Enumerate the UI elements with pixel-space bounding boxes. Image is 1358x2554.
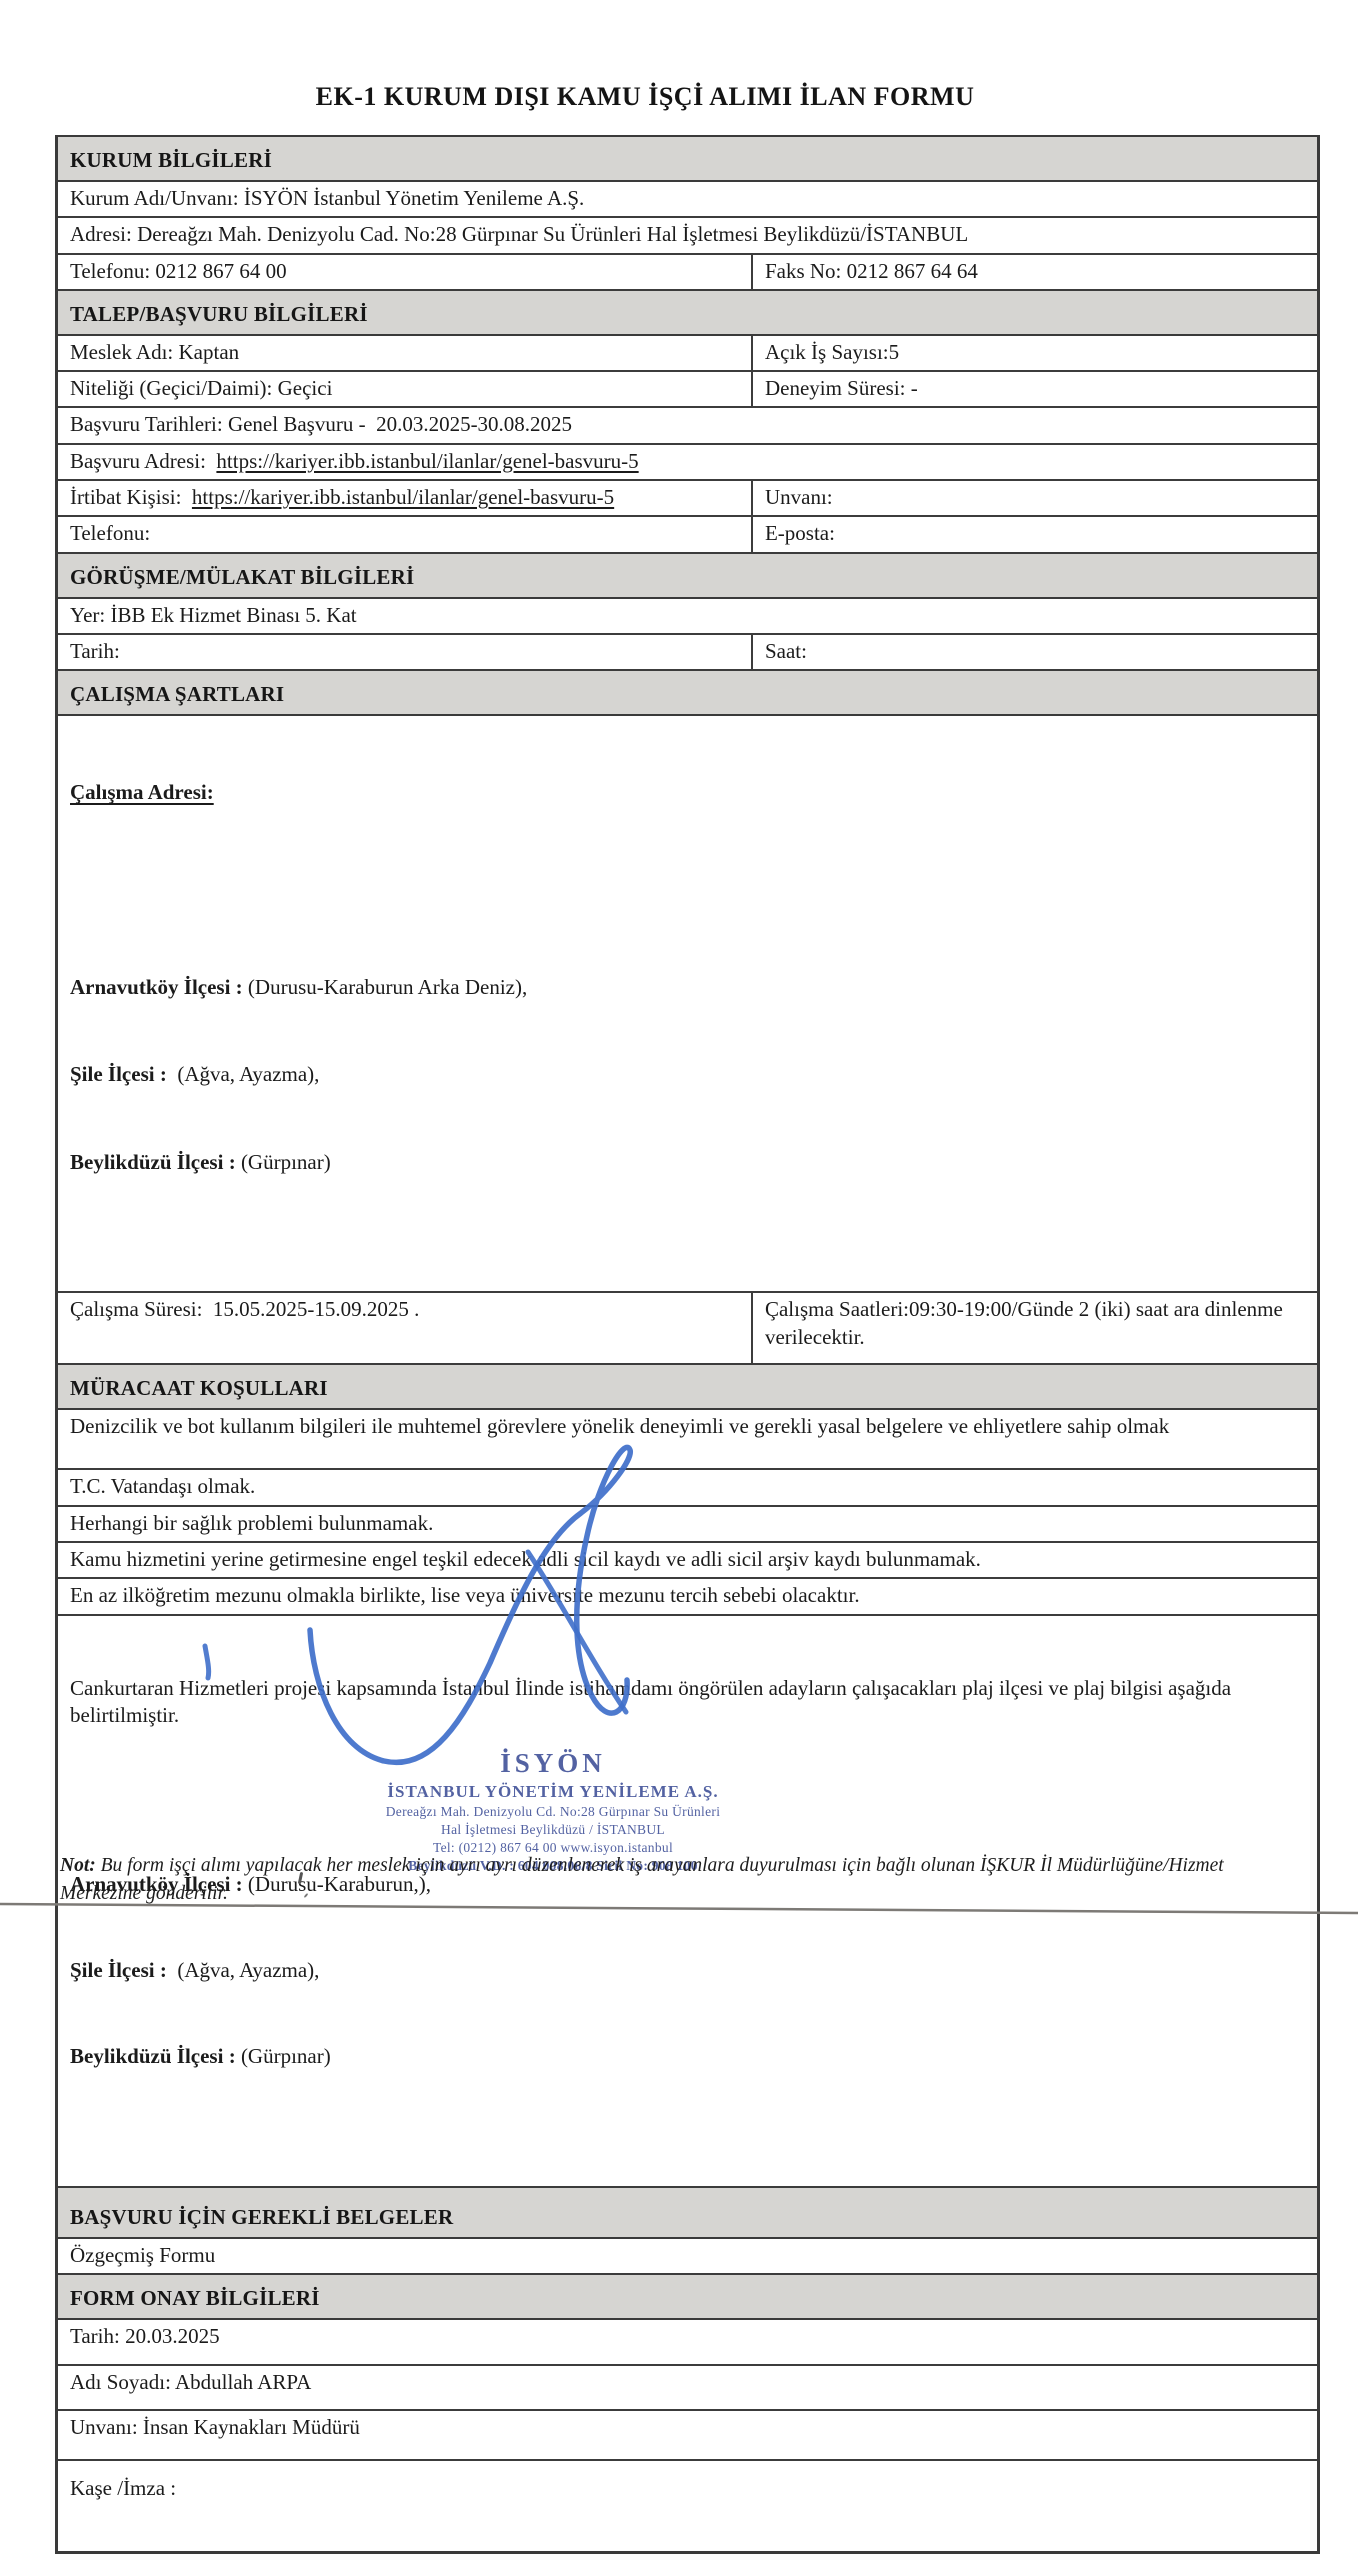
- field-faks-no: Faks No: 0212 867 64 64: [764, 258, 978, 283]
- field-tarih-empty: Tarih:: [58, 634, 753, 670]
- calisma-adresi-lines: Arnavutköy İlçesi : (Durusu-Karaburun Ar…: [70, 917, 1307, 1233]
- section-header-calisma-sartlari: ÇALIŞMA ŞARTLARI: [58, 671, 1317, 717]
- field-ozgecmis-formu: Özgeçmiş Formu: [58, 2239, 1317, 2276]
- row-basvuru-adresi: Başvuru Adresi: https://kariyer.ibb.ista…: [58, 445, 1317, 482]
- ilan-form-table: KURUM BİLGİLERİ Kurum Adı/Unvanı: İSYÖN …: [55, 135, 1320, 2554]
- field-basvuru-tarihleri: Başvuru Tarihleri: Genel Başvuru - 20.03…: [58, 408, 1317, 445]
- field-meslek-adi: Meslek Adı: Kaptan: [58, 335, 753, 371]
- adres-line-beylikduzu: Beylikdüzü İlçesi : (Gürpınar): [70, 1149, 331, 1174]
- calisma-adresi-title: Çalışma Adresi:: [70, 779, 214, 804]
- kosul-denizcilik: Denizcilik ve bot kullanım bilgileri ile…: [58, 1410, 1317, 1471]
- section-header-gerekli-belgeler: BAŞVURU İÇİN GEREKLİ BELGELER: [58, 2187, 1317, 2239]
- field-onay-unvani: Unvanı: İnsan Kaynakları Müdürü: [58, 2411, 1317, 2462]
- section-header-kurum-bilgileri: KURUM BİLGİLERİ: [58, 137, 1317, 182]
- section-header-form-onay: FORM ONAY BİLGİLERİ: [58, 2275, 1317, 2321]
- field-irtibat-label: İrtibat Kişisi:: [70, 485, 192, 510]
- field-basvuru-adresi-label: Başvuru Adresi:: [70, 448, 217, 473]
- row-suresi-saatleri: Çalışma Süresi: 15.05.2025-15.09.2025 . …: [58, 1293, 1317, 1366]
- field-deneyim-suresi: Deneyim Süresi: -: [764, 376, 918, 401]
- field-unvani-empty: Unvanı:: [764, 485, 833, 510]
- section-header-talep-basvuru: TALEP/BAŞVURU BİLGİLERİ: [58, 290, 1317, 336]
- field-calisma-suresi: Çalışma Süresi: 15.05.2025-15.09.2025 .: [58, 1293, 753, 1364]
- section-header-gorusme-mulakat: GÖRÜŞME/MÜLAKAT BİLGİLERİ: [58, 553, 1317, 599]
- field-yer: Yer: İBB Ek Hizmet Binası 5. Kat: [58, 599, 1317, 635]
- field-eposta-empty: E-posta:: [764, 521, 835, 546]
- footer-note-label: Not:: [60, 1855, 96, 1876]
- field-telefonu-empty: Telefonu:: [58, 517, 753, 552]
- row-tarih-saat: Tarih: Saat:: [58, 634, 1317, 672]
- adres-line-sile: Şile İlçesi : (Ağva, Ayazma),: [70, 1062, 320, 1087]
- field-kurum-adi: Kurum Adı/Unvanı: İSYÖN İstanbul Yönetim…: [58, 182, 1317, 219]
- field-calisma-saatleri: Çalışma Saatleri:09:30-19:00/Günde 2 (ik…: [764, 1297, 1289, 1349]
- adres-line-arnavutkoy: Arnavutköy İlçesi : (Durusu-Karaburun Ar…: [70, 975, 528, 1000]
- basvuru-adresi-link: https://kariyer.ibb.istanbul/ilanlar/gen…: [216, 448, 639, 473]
- field-acik-is-sayisi: Açık İş Sayısı:5: [764, 339, 900, 364]
- field-adi-soyadi: Adı Soyadı: Abdullah ARPA: [58, 2366, 1317, 2412]
- row-meslek-acikis: Meslek Adı: Kaptan Açık İş Sayısı:5: [58, 335, 1317, 373]
- section-header-muracaat-kosullari: MÜRACAAT KOŞULLARI: [58, 1365, 1317, 1411]
- field-telefonu: Telefonu: 0212 867 64 00: [58, 254, 753, 289]
- plaj-line-arnavutkoy: Arnavutköy İlçesi : (Durusu-Karaburun,),: [70, 1871, 432, 1896]
- field-kase-imza: Kaşe /İmza :: [70, 2476, 177, 2501]
- footer-note-line1: Bu form işçi alımı yapılacak her meslek …: [95, 1855, 1224, 1876]
- row-irtibat-unvan: İrtibat Kişisi: https://kariyer.ibb.ista…: [58, 481, 1317, 518]
- kosul-egitim: En az ilköğretim mezunu olmakla birlikte…: [58, 1579, 1317, 1616]
- kosul-saglik: Herhangi bir sağlık problemi bulunmamak.: [58, 1507, 1317, 1543]
- field-saat-empty: Saat:: [764, 638, 807, 663]
- row-irtibat-kisisi: İrtibat Kişisi: https://kariyer.ibb.ista…: [58, 481, 753, 516]
- cankurtaran-paragraph: Cankurtaran Hizmetleri projesi kapsamınd…: [70, 1676, 1237, 1728]
- row-nitelik-deneyim: Niteliği (Geçici/Daimi): Geçici Deneyim …: [58, 372, 1317, 409]
- field-niteligi: Niteliği (Geçici/Daimi): Geçici: [58, 372, 753, 407]
- page-title: EK-1 KURUM DIŞI KAMU İŞÇİ ALIMI İLAN FOR…: [315, 82, 975, 111]
- cell-calisma-adresi: Çalışma Adresi: Arnavutköy İlçesi : (Dur…: [58, 716, 1317, 1294]
- footer-note: Not: Bu form işçi alımı yapılacak her me…: [60, 1852, 1322, 1909]
- kosul-adli-sicil: Kamu hizmetini yerine getirmesine engel …: [58, 1543, 1317, 1580]
- row-telefon-faks: Telefonu: 0212 867 64 00 Faks No: 0212 8…: [58, 254, 1317, 291]
- irtibat-link: https://kariyer.ibb.istanbul/ilanlar/gen…: [191, 485, 615, 510]
- kosul-vatandaslik: T.C. Vatandaşı olmak.: [58, 1470, 1317, 1507]
- footer-note-line2: Merkezine gönderilir.: [60, 1883, 228, 1905]
- row-telefon-eposta: Telefonu: E-posta:: [58, 517, 1317, 554]
- plaj-line-sile: Şile İlçesi : (Ağva, Ayazma),: [70, 1958, 320, 1983]
- field-adresi: Adresi: Dereağzı Mah. Denizyolu Cad. No:…: [58, 218, 1317, 255]
- plaj-line-beylikduzu: Beylikdüzü İlçesi : (Gürpınar): [70, 2044, 331, 2069]
- field-onay-tarih: Tarih: 20.03.2025: [58, 2320, 1317, 2367]
